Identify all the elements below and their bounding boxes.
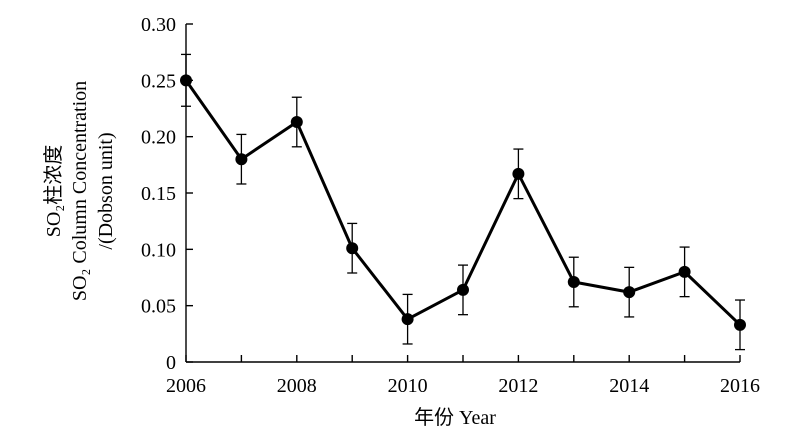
x-ticks: 2006 2008 2010 2012 2014 2016 bbox=[166, 355, 760, 397]
y-axis-title-line-1: SO₂柱浓度 bbox=[42, 145, 65, 238]
y-tick-label: 0.15 bbox=[141, 183, 176, 205]
data-point bbox=[235, 153, 248, 166]
data-point bbox=[623, 286, 636, 299]
y-axis-title-line-2: SO₂ Column Concentration bbox=[69, 81, 91, 301]
y-tick-label: 0.05 bbox=[141, 296, 176, 318]
data-point bbox=[567, 276, 580, 289]
x-tick-label: 2008 bbox=[277, 375, 317, 397]
data-point bbox=[734, 318, 746, 331]
y-tick-label: 0.30 bbox=[141, 14, 176, 36]
data-point bbox=[401, 313, 414, 326]
y-tick-label: 0.20 bbox=[141, 127, 176, 149]
y-tick-label: 0.10 bbox=[141, 239, 176, 261]
error-bars bbox=[181, 53, 745, 351]
x-tick-label: 2006 bbox=[166, 375, 206, 397]
data-point bbox=[346, 242, 359, 255]
y-ticks: 0 0.05 0.10 0.15 0.20 0.25 0.30 bbox=[141, 14, 193, 374]
data-point bbox=[678, 265, 691, 278]
y-axis-title: SO₂柱浓度 SO₂ Column Concentration /(Dobson… bbox=[42, 81, 117, 301]
x-tick-label: 2016 bbox=[720, 375, 760, 397]
y-tick-label: 0 bbox=[166, 352, 176, 374]
data-point bbox=[290, 116, 303, 129]
x-tick-label: 2012 bbox=[498, 375, 538, 397]
data-point bbox=[457, 283, 469, 296]
x-axis-title: 年份 Year bbox=[414, 406, 496, 429]
data-point bbox=[512, 167, 525, 180]
y-tick-label: 0.25 bbox=[141, 70, 176, 92]
data-point bbox=[180, 74, 192, 87]
x-tick-label: 2010 bbox=[388, 375, 428, 397]
y-axis-title-line-3: /(Dobson unit) bbox=[95, 132, 117, 249]
data-points bbox=[180, 74, 746, 331]
x-tick-label: 2014 bbox=[609, 375, 649, 397]
